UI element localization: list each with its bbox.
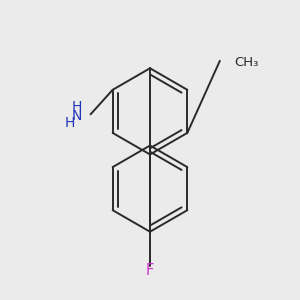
Text: F: F: [146, 263, 154, 278]
Text: H: H: [72, 100, 83, 114]
Text: N: N: [72, 109, 83, 123]
Text: CH₃: CH₃: [235, 56, 259, 69]
Text: H: H: [64, 116, 75, 130]
